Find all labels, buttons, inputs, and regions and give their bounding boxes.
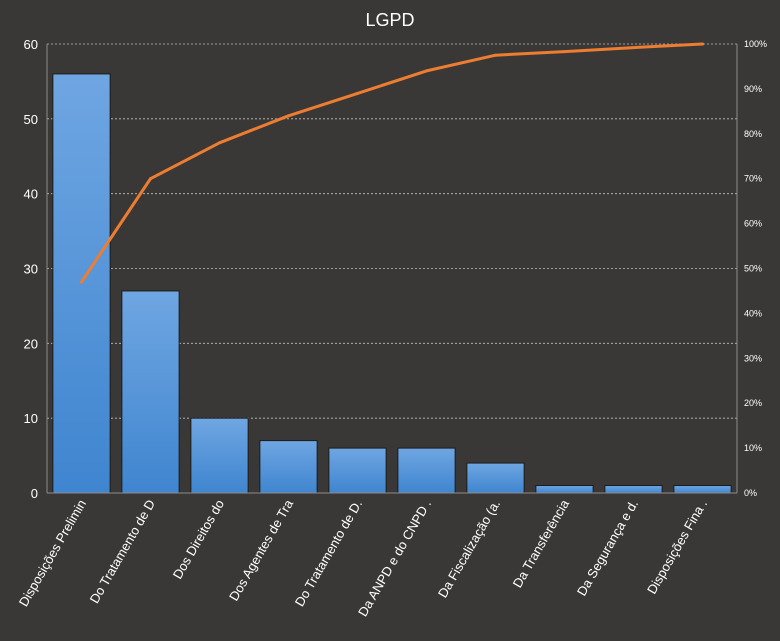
y-tick-label: 60 <box>24 37 38 52</box>
line-point <box>701 42 704 46</box>
y-tick-label: 40 <box>24 187 38 202</box>
bar <box>121 290 180 494</box>
bar <box>604 485 663 494</box>
y-tick-label: 20 <box>24 336 38 351</box>
x-tick-label: Da Fiscalização (a. <box>435 497 503 600</box>
y2-tick-label: 30% <box>744 353 762 363</box>
y2-tick-label: 100% <box>744 39 767 49</box>
line-point <box>425 69 428 73</box>
bar <box>673 485 732 494</box>
y-tick-label: 10 <box>24 411 38 426</box>
bars <box>52 73 732 494</box>
y2-axis-ticks: 0% 10% 20% 30% 40% 50% 60% 70% 80% 90% 100% <box>744 39 767 498</box>
x-tick-label: Do Tratamento de D. <box>292 497 365 609</box>
y2-tick-label: 40% <box>744 308 762 318</box>
cumulative-line <box>80 42 704 284</box>
x-tick-label: Do Tratamento de D <box>87 497 159 606</box>
y2-tick-label: 50% <box>744 264 762 274</box>
axes <box>46 44 738 494</box>
x-tick-label: Disposições Prelimin <box>16 497 89 609</box>
bar <box>535 485 594 494</box>
bar <box>397 447 456 494</box>
cumulative-line-path <box>80 42 704 284</box>
line-point <box>563 50 566 54</box>
y2-tick-label: 20% <box>744 398 762 408</box>
bar <box>466 462 525 494</box>
y-tick-label: 50 <box>24 112 38 127</box>
y2-tick-label: 90% <box>744 84 762 94</box>
line-point <box>218 141 221 145</box>
y-tick-label: 30 <box>24 262 38 277</box>
chart-title: LGPD <box>365 10 414 30</box>
line-point <box>149 177 152 181</box>
x-tick-label: Dos Direitos do <box>170 497 227 581</box>
bar <box>259 440 318 494</box>
x-tick-label: Dos Agentes de Tra <box>226 496 296 603</box>
x-tick-label: Da Segurança e d. <box>574 497 641 598</box>
y2-tick-label: 0% <box>744 488 757 498</box>
y2-tick-label: 80% <box>744 129 762 139</box>
bar <box>328 447 387 494</box>
x-tick-label: Disposições Fina . <box>644 497 710 596</box>
y2-tick-label: 10% <box>744 443 762 453</box>
x-tick-label: Da Transferência <box>510 496 573 590</box>
y2-tick-label: 60% <box>744 219 762 229</box>
line-point <box>287 114 290 118</box>
x-tick-label: Da ANPD e do CNPD . <box>355 497 434 619</box>
y2-tick-label: 70% <box>744 174 762 184</box>
line-point <box>80 280 83 284</box>
gridlines <box>47 43 737 419</box>
line-point <box>632 46 635 50</box>
y-tick-label: 0 <box>31 486 38 501</box>
line-point <box>356 91 359 95</box>
line-point <box>494 53 497 57</box>
bar <box>190 417 249 494</box>
y-axis-ticks: 0 10 20 30 40 50 60 <box>24 37 38 501</box>
